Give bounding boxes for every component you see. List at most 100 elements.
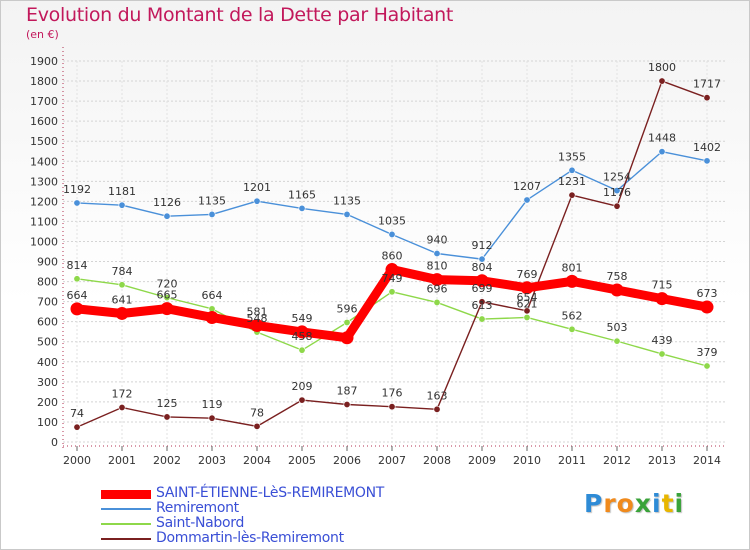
unit-label: (en €) (26, 28, 59, 41)
data-label: 664 (67, 289, 88, 302)
logo-letter: P (584, 489, 604, 518)
data-point (205, 310, 219, 324)
x-tick-label: 2002 (153, 454, 181, 467)
legend-label: SAINT-ÉTIENNE-LèS-REMIREMONT (156, 485, 385, 501)
data-label: 1800 (648, 61, 676, 74)
x-tick-label: 2010 (513, 454, 541, 467)
data-label: 1135 (333, 194, 361, 207)
data-point (343, 401, 351, 409)
data-label: 673 (697, 287, 718, 300)
data-label: 654 (517, 291, 538, 304)
data-point (298, 346, 306, 354)
data-point (703, 94, 711, 102)
data-point (73, 423, 81, 431)
data-label: 1448 (648, 132, 676, 145)
x-tick-label: 2014 (693, 454, 721, 467)
data-label: 810 (427, 260, 448, 273)
y-tick-label: 300 (37, 376, 58, 389)
data-point (433, 405, 441, 413)
y-tick-label: 400 (37, 356, 58, 369)
data-label: 1717 (693, 78, 721, 91)
y-tick-label: 1800 (30, 75, 58, 88)
x-tick-label: 2008 (423, 454, 451, 467)
data-label: 74 (70, 407, 84, 420)
data-point (298, 204, 306, 212)
data-point (703, 157, 711, 165)
data-point (478, 315, 486, 323)
data-label: 1126 (153, 196, 181, 209)
y-tick-label: 1100 (30, 215, 58, 228)
data-label: 621 (517, 297, 538, 310)
data-label: 1231 (558, 175, 586, 188)
data-label: 548 (247, 312, 268, 325)
y-tick-label: 1300 (30, 175, 58, 188)
data-point (520, 281, 534, 295)
data-label: 503 (607, 321, 628, 334)
data-point (523, 313, 531, 321)
data-label: 596 (337, 302, 358, 315)
series-3 (73, 77, 711, 431)
data-point (73, 199, 81, 207)
data-label: 125 (157, 397, 178, 410)
data-point (70, 302, 84, 316)
data-point (298, 396, 306, 404)
data-point (388, 230, 396, 238)
data-label: 715 (652, 279, 673, 292)
data-point (250, 318, 264, 332)
x-tick-label: 2005 (288, 454, 316, 467)
data-label: 784 (112, 265, 133, 278)
logo-letter: x (634, 489, 652, 518)
y-tick-label: 1200 (30, 195, 58, 208)
data-label: 439 (652, 334, 673, 347)
data-label: 641 (112, 293, 133, 306)
data-label: 720 (157, 278, 178, 291)
y-tick-label: 200 (37, 396, 58, 409)
data-label: 769 (517, 268, 538, 281)
data-point (655, 292, 669, 306)
data-label: 581 (247, 305, 268, 318)
data-label: 696 (427, 282, 448, 295)
data-label: 699 (472, 282, 493, 295)
data-label: 176 (382, 387, 403, 400)
data-label: 1402 (693, 141, 721, 154)
data-point (478, 298, 486, 306)
data-point (340, 331, 354, 345)
proxiti-logo: Proxiti (584, 489, 684, 518)
legend-label: Remiremont (156, 500, 239, 516)
data-point (208, 210, 216, 218)
data-point (610, 283, 624, 297)
data-point (475, 274, 489, 288)
data-point (160, 302, 174, 316)
series-1 (73, 148, 711, 263)
x-tick-label: 2003 (198, 454, 226, 467)
data-point (73, 275, 81, 283)
data-point (343, 210, 351, 218)
data-label: 1254 (603, 171, 631, 184)
data-label: 1165 (288, 188, 316, 201)
y-tick-label: 700 (37, 296, 58, 309)
data-label: 163 (427, 389, 448, 402)
data-label: 814 (67, 259, 88, 272)
data-point (568, 166, 576, 174)
x-tick-label: 2006 (333, 454, 361, 467)
data-point (388, 288, 396, 296)
data-point (613, 202, 621, 210)
legend-swatch (101, 523, 151, 525)
data-point (430, 273, 444, 287)
data-point (208, 414, 216, 422)
y-tick-label: 600 (37, 316, 58, 329)
data-point (658, 77, 666, 85)
data-label: 749 (382, 272, 403, 285)
data-point (703, 362, 711, 370)
data-point (163, 294, 171, 302)
data-label: 804 (472, 261, 493, 274)
data-label: 187 (337, 385, 358, 398)
data-point (385, 263, 399, 277)
data-point (118, 201, 126, 209)
data-point (658, 350, 666, 358)
data-label: 458 (292, 330, 313, 343)
data-point (388, 403, 396, 411)
x-tick-label: 2004 (243, 454, 271, 467)
